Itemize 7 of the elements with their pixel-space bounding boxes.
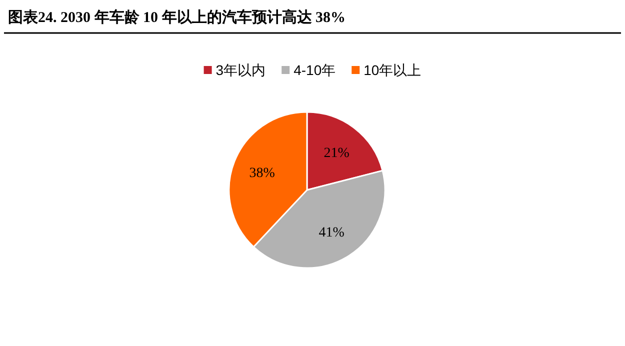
chart-title: 图表24. 2030 年车龄 10 年以上的汽车预计高达 38% [8, 8, 346, 26]
data-label: 38% [249, 166, 276, 182]
legend-label: 10年以上 [364, 62, 422, 78]
legend-label: 4-10年 [294, 62, 336, 78]
data-label: 41% [318, 226, 345, 241]
data-label: 21% [324, 146, 350, 161]
legend-label: 3年以内 [216, 62, 266, 78]
